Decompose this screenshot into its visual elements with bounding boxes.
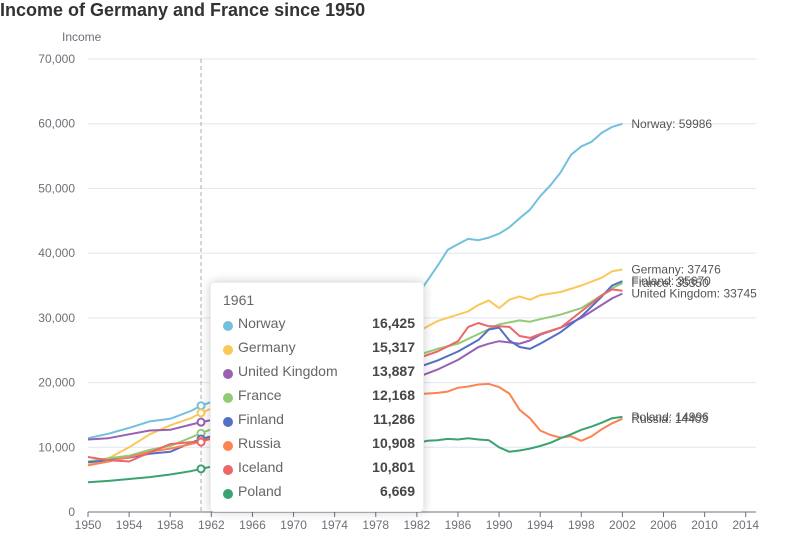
x-tick-label: 1958 (157, 518, 184, 532)
end-label-russia: Russia: 14403 (631, 412, 708, 426)
legend-dot (223, 345, 233, 355)
tooltip-series-name: Russia (238, 435, 281, 451)
tooltip-series-name: Poland (238, 483, 282, 499)
tooltip-series-name: Germany (238, 339, 296, 355)
end-label-germany: Germany: 37476 (631, 262, 721, 276)
y-axis-label: Income (62, 30, 102, 44)
tooltip: 1961 Norway 16,425 Germany 15,317 United Kin… (210, 282, 424, 512)
tooltip-row: Poland 6,669 (223, 483, 415, 503)
x-tick-label: 2002 (609, 518, 636, 532)
hover-markers (196, 401, 206, 474)
x-tick-label: 1990 (486, 518, 513, 532)
end-label-finland: Finland: 35670 (631, 274, 711, 288)
tooltip-series-value: 10,908 (372, 435, 415, 451)
legend-dot (223, 441, 233, 451)
tooltip-row: United Kingdom 13,887 (223, 363, 415, 383)
legend-dot (223, 369, 233, 379)
chart-title: Income of Germany and France since 1950 (0, 0, 366, 20)
x-tick-label: 1978 (362, 518, 389, 532)
y-tick-label: 40,000 (38, 246, 75, 260)
tooltip-row: Germany 15,317 (223, 339, 415, 359)
hover-point-poland (196, 464, 206, 474)
tooltip-row: Iceland 10,801 (223, 459, 415, 479)
x-tick-label: 1998 (568, 518, 595, 532)
x-tick-label: 1970 (280, 518, 307, 532)
legend-dot (223, 417, 233, 427)
hover-point-united-kingdom (196, 417, 206, 427)
tooltip-series-value: 15,317 (372, 339, 415, 355)
end-label-united-kingdom: United Kingdom: 33745 (631, 287, 757, 301)
legend-dot (223, 465, 233, 475)
y-tick-label: 50,000 (38, 181, 75, 195)
y-tick-label: 70,000 (38, 52, 75, 66)
tooltip-row: Russia 10,908 (223, 435, 415, 455)
tooltip-series-name: Finland (238, 411, 284, 427)
tooltip-series-name: United Kingdom (238, 363, 338, 379)
x-tick-label: 2014 (732, 518, 759, 532)
hover-point-iceland (196, 437, 206, 447)
x-tick-label: 1974 (321, 518, 348, 532)
end-labels: Norway: 59986 Germany: 37476 United Kingdo… (631, 117, 757, 426)
legend-dot (223, 321, 233, 331)
x-tick-label: 1994 (527, 518, 554, 532)
tooltip-row: France 12,168 (223, 387, 415, 407)
x-tick-label: 1950 (75, 518, 102, 532)
x-tick-label: 1986 (445, 518, 472, 532)
tooltip-series-value: 16,425 (372, 315, 415, 331)
x-tick-label: 1966 (239, 518, 266, 532)
y-tick-label: 60,000 (38, 117, 75, 131)
x-tick-label: 1962 (198, 518, 225, 532)
x-tick-label: 1954 (116, 518, 143, 532)
tooltip-series-value: 10,801 (372, 459, 415, 475)
tooltip-row: Finland 11,286 (223, 411, 415, 431)
y-tick-label: 30,000 (38, 311, 75, 325)
tooltip-series-name: France (238, 387, 282, 403)
x-tick-label: 2010 (691, 518, 718, 532)
tooltip-series-value: 11,286 (372, 411, 415, 427)
end-label-norway: Norway: 59986 (631, 117, 712, 131)
tooltip-series-value: 12,168 (372, 387, 415, 403)
legend-dot (223, 489, 233, 499)
tooltip-series-name: Iceland (238, 459, 284, 475)
x-tick-label: 2006 (650, 518, 677, 532)
y-tick-label: 10,000 (38, 440, 75, 454)
end-label-poland: Poland: 14996 (631, 410, 709, 424)
y-tick-label: 0 (68, 505, 75, 519)
hover-point-norway (196, 401, 206, 411)
tooltip-series-value: 6,669 (379, 483, 415, 499)
axes: 0 10,000 20,000 30,000 40,000 50,000 60,000 70,… (38, 52, 759, 532)
x-tick-label: 1982 (404, 518, 431, 532)
legend-dot (223, 393, 233, 403)
tooltip-title: 1961 (223, 292, 255, 308)
hover-point-germany (196, 408, 206, 418)
end-label-france: France: 35350 (631, 276, 709, 290)
tooltip-series-value: 13,887 (372, 363, 415, 379)
y-tick-label: 20,000 (38, 376, 75, 390)
tooltip-row: Norway 16,425 (223, 315, 415, 335)
tooltip-series-name: Norway (238, 315, 286, 331)
